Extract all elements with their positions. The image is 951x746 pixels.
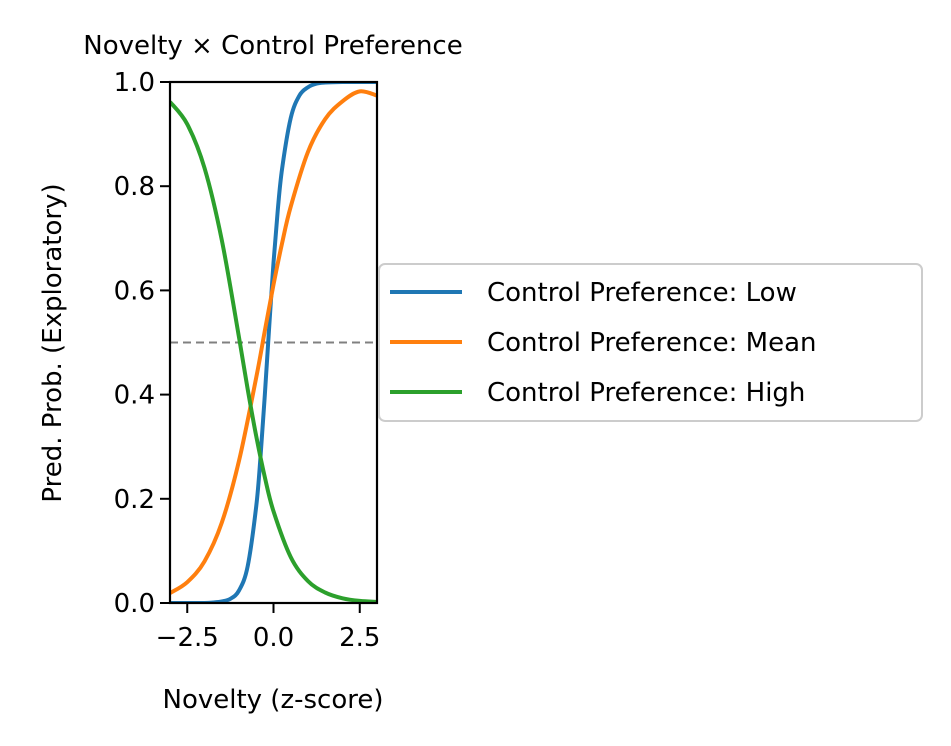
series-line-1: [170, 89, 377, 595]
legend-label: Control Preference: High: [487, 378, 805, 408]
y-tick-label: 0.4: [114, 381, 155, 411]
y-tick-label: 0.0: [114, 589, 155, 619]
x-tick-label: 0.0: [253, 623, 294, 653]
y-axis-label: Pred. Prob. (Exploratory): [38, 183, 68, 502]
series-layer: [170, 82, 377, 603]
series-line-0: [170, 82, 377, 603]
series-line-2: [170, 100, 377, 603]
legend-label: Control Preference: Low: [487, 278, 797, 308]
x-tick-label: 2.5: [339, 623, 380, 653]
legend: Control Preference: Low Control Preferenc…: [378, 263, 923, 422]
y-tick-label: 1.0: [114, 68, 155, 98]
y-tick-label: 0.2: [114, 485, 155, 515]
tick-layer: −2.5 0.0 2.50.00.20.40.60.81.0: [114, 68, 381, 653]
x-tick-label: −2.5: [156, 623, 219, 653]
chart-title: Novelty × Control Preference: [83, 31, 462, 61]
x-axis-label: Novelty (z-score): [163, 685, 384, 715]
y-tick-label: 0.6: [114, 276, 155, 306]
legend-label: Control Preference: Mean: [487, 328, 816, 358]
y-tick-label: 0.8: [114, 172, 155, 202]
legend-box: [378, 263, 923, 422]
